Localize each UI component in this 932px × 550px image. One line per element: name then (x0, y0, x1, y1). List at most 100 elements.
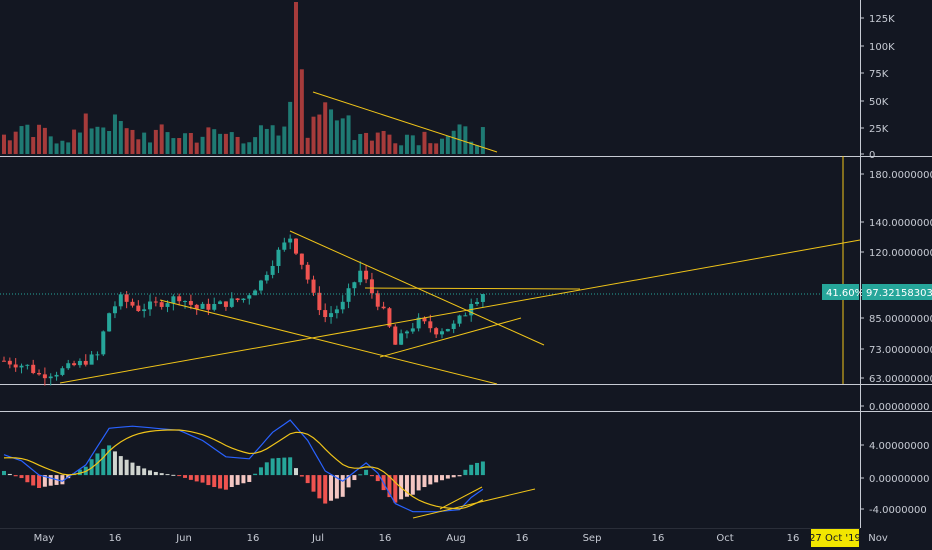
macd-histogram-bar[interactable] (440, 475, 444, 481)
macd-histogram-bar[interactable] (60, 475, 65, 485)
macd-histogram-bar[interactable] (364, 469, 369, 476)
volume-bar[interactable] (340, 118, 345, 154)
macd-histogram-bar[interactable] (434, 475, 439, 483)
candle[interactable] (60, 368, 65, 375)
volume-bar[interactable] (223, 133, 228, 154)
macd-trendline[interactable] (412, 488, 536, 519)
volume-bar[interactable] (194, 142, 199, 154)
candle[interactable] (77, 360, 82, 366)
volume-bar[interactable] (440, 138, 444, 154)
volume-bar[interactable] (428, 143, 433, 154)
candle[interactable] (194, 304, 199, 309)
macd-histogram-bar[interactable] (183, 475, 188, 478)
volume-bar[interactable] (130, 129, 135, 154)
macd-histogram-bar[interactable] (253, 473, 258, 476)
volume-bar[interactable] (288, 101, 293, 154)
volume-bar[interactable] (264, 128, 269, 154)
macd-histogram-bar[interactable] (48, 475, 53, 486)
macd-histogram-bar[interactable] (25, 475, 30, 483)
candle[interactable] (165, 303, 170, 307)
candle[interactable] (229, 298, 234, 307)
macd-histogram-bar[interactable] (101, 448, 106, 476)
candle[interactable] (346, 288, 351, 302)
macd-histogram-bar[interactable] (369, 475, 374, 477)
candle[interactable] (305, 264, 310, 280)
candle[interactable] (387, 308, 392, 327)
volume-bar[interactable] (451, 130, 456, 154)
macd-histogram-bar[interactable] (19, 475, 24, 479)
candle[interactable] (288, 238, 293, 243)
candle[interactable] (153, 301, 158, 303)
macd-histogram-bar[interactable] (212, 475, 217, 488)
macd-histogram-bar[interactable] (334, 475, 339, 499)
macd-histogram-bar[interactable] (463, 469, 468, 476)
volume-bar[interactable] (475, 145, 480, 154)
candle[interactable] (404, 331, 409, 334)
volume-bar[interactable] (159, 124, 164, 154)
volume-bar[interactable] (37, 124, 42, 154)
macd-histogram-bar[interactable] (276, 457, 281, 476)
macd-histogram-bar[interactable] (305, 475, 310, 484)
volume-bar[interactable] (369, 140, 374, 154)
candle[interactable] (334, 309, 339, 314)
volume-bar[interactable] (480, 127, 485, 154)
volume-bar[interactable] (31, 137, 36, 154)
volume-bar[interactable] (457, 124, 462, 154)
volume-bar[interactable] (77, 132, 82, 154)
volume-bar[interactable] (346, 115, 351, 154)
macd-histogram-bar[interactable] (416, 475, 421, 491)
candle[interactable] (218, 301, 223, 305)
candle[interactable] (200, 303, 205, 309)
candle[interactable] (381, 306, 386, 309)
candle[interactable] (276, 249, 281, 266)
volume-bar[interactable] (375, 132, 380, 154)
candle[interactable] (188, 301, 193, 305)
candle[interactable] (159, 302, 164, 307)
macd-histogram-bar[interactable] (223, 475, 228, 490)
macd-histogram-bar[interactable] (258, 467, 263, 476)
candle[interactable] (177, 296, 182, 302)
macd-histogram-bar[interactable] (375, 475, 380, 482)
macd-histogram-bar[interactable] (282, 457, 287, 476)
volume-bar[interactable] (2, 134, 6, 154)
volume-bar[interactable] (136, 139, 141, 154)
macd-histogram-bar[interactable] (451, 475, 456, 478)
candle[interactable] (352, 282, 357, 289)
macd-panel[interactable] (2, 419, 536, 519)
macd-histogram-bar[interactable] (404, 475, 409, 497)
candle[interactable] (451, 323, 456, 329)
candle[interactable] (136, 305, 141, 312)
volume-bar[interactable] (323, 102, 328, 154)
candle[interactable] (428, 321, 433, 329)
volume-bar[interactable] (107, 130, 112, 154)
macd-histogram-bar[interactable] (206, 475, 211, 486)
volume-bar[interactable] (101, 127, 106, 154)
volume-bar[interactable] (218, 133, 223, 154)
macd-histogram-bar[interactable] (148, 470, 152, 476)
volume-bar[interactable] (142, 132, 147, 154)
candle[interactable] (294, 238, 298, 254)
macd-histogram-bar[interactable] (288, 457, 293, 476)
macd-histogram-bar[interactable] (153, 471, 158, 476)
volume-bar[interactable] (183, 133, 188, 154)
candle[interactable] (369, 279, 374, 294)
volume-bar[interactable] (282, 126, 287, 154)
trendline-channel[interactable] (379, 317, 522, 358)
trendline-horizontal[interactable] (364, 287, 581, 290)
candle[interactable] (340, 301, 345, 310)
candle[interactable] (83, 360, 88, 365)
candle[interactable] (440, 331, 444, 335)
macd-histogram-bar[interactable] (346, 475, 351, 488)
macd-histogram-bar[interactable] (159, 473, 164, 476)
candle[interactable] (399, 333, 404, 345)
candle[interactable] (463, 315, 468, 317)
macd-histogram-bar[interactable] (475, 462, 480, 476)
candle[interactable] (31, 364, 36, 374)
candle[interactable] (118, 294, 123, 307)
volume-bar[interactable] (445, 135, 450, 154)
candle[interactable] (13, 364, 18, 368)
volume-bar[interactable] (48, 136, 53, 154)
candle[interactable] (393, 326, 398, 345)
candle[interactable] (25, 364, 30, 366)
volume-bar[interactable] (334, 120, 339, 154)
